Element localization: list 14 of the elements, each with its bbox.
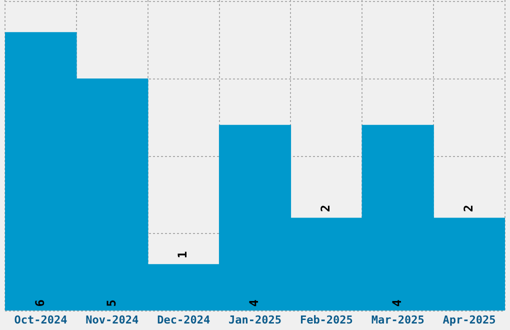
data-label: 4	[390, 300, 404, 307]
x-tick-label: Oct-2024	[14, 313, 68, 326]
x-tick-label: Feb-2025	[300, 313, 353, 326]
data-label: 4	[247, 300, 262, 307]
data-label: 1	[176, 251, 190, 258]
data-label: 2	[318, 204, 333, 212]
x-tick-label: Apr-2025	[442, 313, 496, 326]
data-label: 6	[32, 300, 47, 307]
data-label: 2	[461, 204, 476, 212]
x-tick-label: Dec-2024	[157, 313, 210, 326]
x-tick-label: Mar-2025	[371, 313, 424, 326]
x-tick-label: Jan-2025	[228, 313, 282, 326]
x-tick-label: Nov-2024	[86, 313, 140, 326]
data-label: 5	[104, 300, 118, 307]
